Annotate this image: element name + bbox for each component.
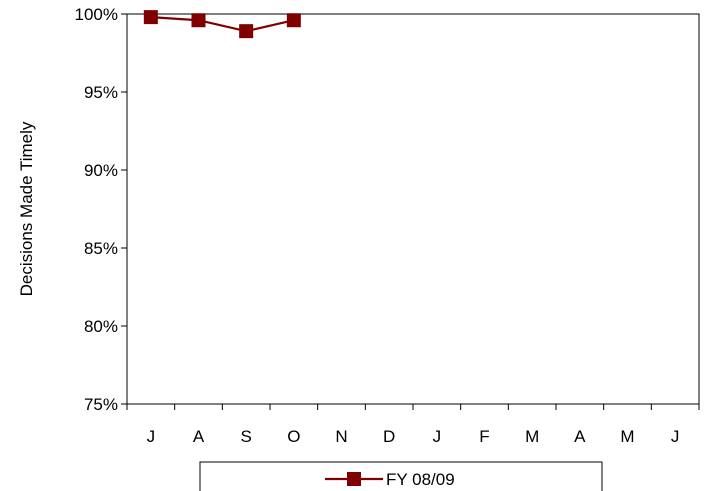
series-layer	[143, 10, 301, 39]
x-tick-label: S	[240, 427, 251, 446]
x-tick-label: J	[433, 427, 442, 446]
y-tick-label: 90%	[84, 161, 118, 180]
data-point-marker	[143, 10, 158, 25]
legend: FY 08/09	[199, 461, 603, 491]
x-tick-label: J	[671, 427, 680, 446]
legend-box	[199, 461, 603, 491]
x-tick-label: A	[574, 427, 586, 446]
x-tick-label: M	[525, 427, 539, 446]
data-point-marker	[191, 13, 206, 28]
x-tick-label: O	[287, 427, 300, 446]
legend-marker-swatch	[347, 472, 361, 486]
plot-area	[126, 13, 700, 405]
series-line	[150, 16, 295, 33]
y-tick-label: 95%	[84, 83, 118, 102]
x-tick-label: M	[620, 427, 634, 446]
data-point-marker	[239, 24, 254, 39]
x-tick-label: D	[383, 427, 395, 446]
x-tick-label: F	[479, 427, 489, 446]
y-axis-label: Decisions Made Timely	[17, 121, 36, 296]
data-point-marker	[286, 13, 301, 28]
y-tick-label: 100%	[75, 5, 118, 24]
y-tick-label: 75%	[84, 395, 118, 414]
x-tick-label: A	[193, 427, 205, 446]
legend-entry-label: FY 08/09	[386, 470, 455, 489]
x-tick-label: N	[335, 427, 347, 446]
y-axis: 100% 95% 90% 85% 80% 75%	[75, 5, 127, 414]
x-tick-label: J	[147, 427, 156, 446]
y-tick-label: 85%	[84, 239, 118, 258]
y-tick-label: 80%	[84, 317, 118, 336]
